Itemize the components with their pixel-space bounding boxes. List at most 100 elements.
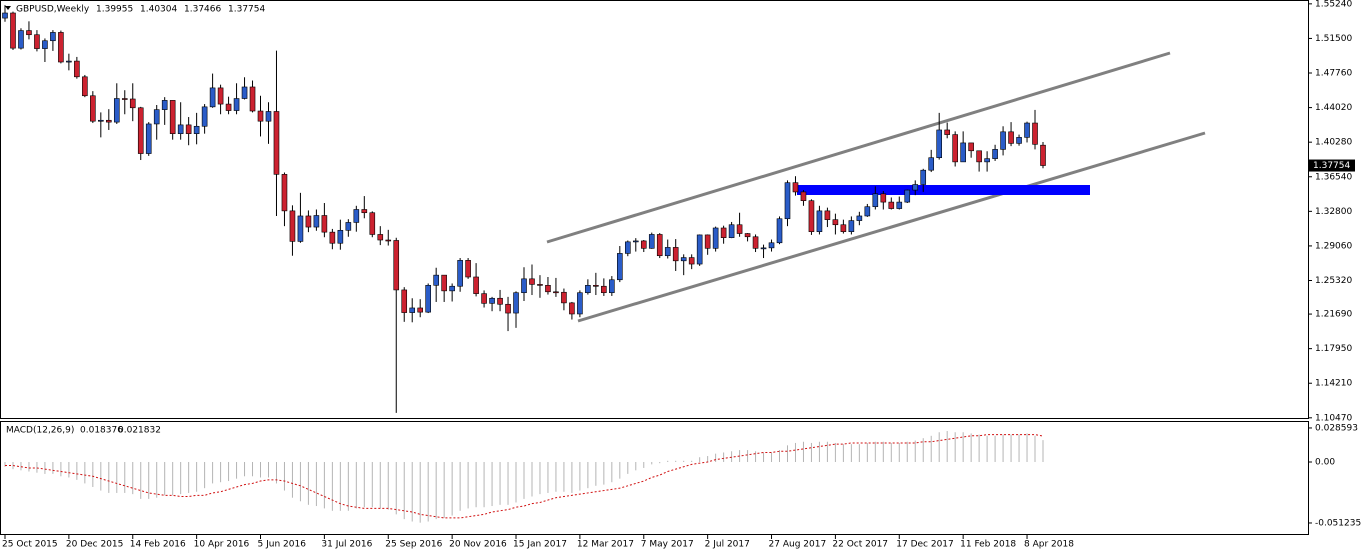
candle-body — [121, 98, 128, 100]
candle-body — [257, 110, 264, 122]
candle-body — [952, 134, 958, 163]
x-tick-label: 31 Jul 2016 — [321, 540, 372, 550]
candle-body — [569, 302, 575, 315]
candle-body — [42, 40, 48, 49]
candle-body — [265, 111, 272, 122]
candle-body — [904, 189, 911, 203]
y2-tick-label: -0.051235 — [1315, 518, 1361, 528]
candle-body — [585, 285, 591, 294]
candle-body — [273, 111, 280, 175]
y-tick-label: 1.40280 — [1315, 138, 1352, 148]
candle-body — [601, 285, 607, 294]
candle-body — [792, 182, 799, 193]
candle-body — [433, 274, 439, 286]
x-tick-label: 5 Jun 2016 — [258, 540, 307, 550]
x-tick-label: 25 Oct 2015 — [2, 540, 58, 550]
candle-body — [696, 234, 703, 265]
candle-body — [632, 240, 639, 243]
candle-body — [1008, 131, 1014, 144]
candle-body — [1040, 144, 1046, 166]
candle-body — [385, 239, 392, 242]
candle-body — [329, 231, 336, 244]
candle-body — [816, 210, 823, 232]
candle-body — [18, 30, 24, 49]
candle-body — [537, 284, 543, 286]
candle-body — [744, 233, 751, 238]
candle-body — [353, 209, 360, 223]
candle-body — [992, 149, 998, 159]
candle-body — [521, 278, 527, 294]
candle-body — [457, 260, 463, 287]
y-tick-label: 1.47760 — [1315, 69, 1352, 79]
candle-body — [872, 193, 879, 208]
candle-body — [936, 129, 943, 159]
candle-body — [840, 224, 847, 232]
candle-body — [345, 222, 352, 231]
y2-tick-label: 0.028593 — [1315, 423, 1358, 433]
candle-body — [712, 227, 719, 249]
candle-body — [145, 123, 152, 154]
y-tick-label: 1.36540 — [1315, 172, 1352, 182]
candle-body — [736, 224, 743, 234]
candle-body — [1032, 122, 1038, 145]
y-tick-label: 1.17950 — [1315, 344, 1352, 354]
macd-signal-value: 0.021832 — [118, 426, 161, 436]
candle-body — [217, 87, 224, 105]
candle-body — [489, 297, 495, 304]
candle-body — [656, 234, 663, 257]
candle-body — [66, 60, 72, 63]
candle-body — [553, 291, 559, 294]
candle-body — [577, 292, 583, 315]
candle-body — [832, 219, 839, 226]
candle-body — [185, 124, 192, 134]
candle-body — [169, 100, 176, 134]
x-tick-label: 14 Feb 2016 — [130, 540, 186, 550]
menu-arrow[interactable] — [5, 6, 11, 10]
candle-body — [864, 206, 871, 217]
price-label-box — [1309, 159, 1355, 172]
candle-body — [1016, 137, 1022, 144]
channel-lower — [577, 131, 1206, 323]
candle-body — [425, 285, 431, 313]
candle-body — [337, 229, 344, 244]
candle-body — [545, 285, 551, 293]
candle-body — [465, 260, 471, 278]
candle-body — [297, 215, 304, 242]
support-zone — [797, 185, 1090, 195]
candle-body — [249, 86, 256, 112]
macd-pane — [0, 421, 1309, 535]
candle-body — [209, 87, 216, 108]
candle-body — [984, 158, 990, 163]
channel-upper — [546, 51, 1171, 244]
ohlc-low: 1.37466 — [184, 5, 221, 15]
candle-body — [920, 169, 927, 185]
candle-body — [720, 227, 727, 238]
candle-body — [704, 234, 711, 249]
candle-body — [201, 106, 208, 127]
x-tick-label: 22 Oct 2017 — [832, 540, 888, 550]
x-tick-label: 17 Dec 2017 — [896, 540, 954, 550]
candle-body — [129, 98, 136, 109]
candle-body — [664, 247, 671, 257]
candle-body — [177, 124, 184, 134]
candle-body — [393, 240, 400, 291]
candle-body — [896, 201, 903, 209]
candle-body — [856, 215, 863, 221]
candle-body — [976, 150, 982, 163]
candle-body — [688, 257, 695, 265]
candle-body — [401, 289, 408, 313]
candle-body — [529, 278, 535, 285]
candle-body — [98, 119, 104, 122]
candle-body — [26, 30, 32, 36]
candle-body — [968, 142, 974, 152]
y-tick-label: 1.25320 — [1315, 276, 1352, 286]
y-tick-label: 1.21690 — [1315, 310, 1352, 320]
candle-body — [106, 119, 112, 123]
y-tick-label: 1.10470 — [1315, 413, 1352, 423]
candle-body — [2, 12, 8, 19]
candle-body — [928, 157, 935, 171]
candle-body — [624, 241, 631, 254]
candle-body — [50, 32, 56, 42]
